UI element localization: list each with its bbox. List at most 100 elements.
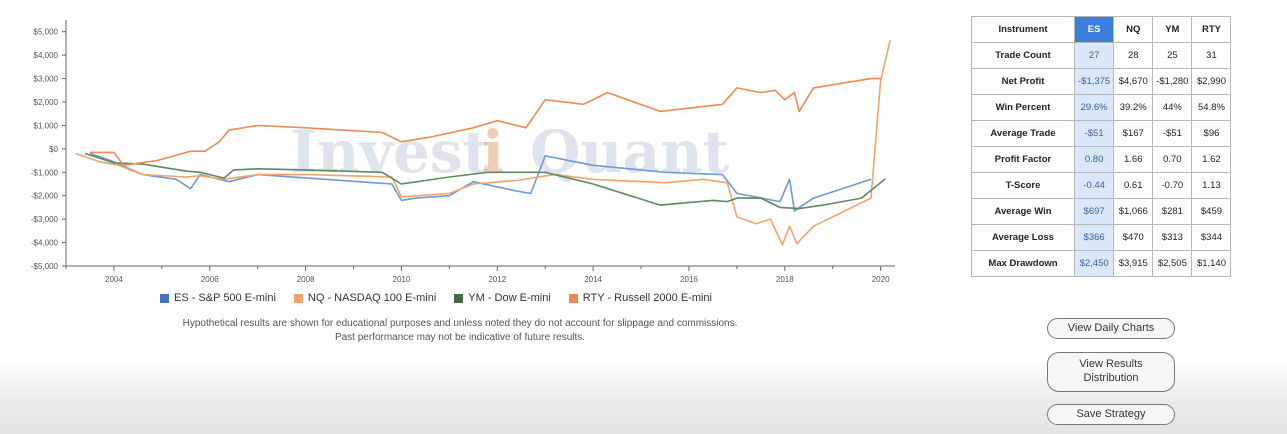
- row-label: T-Score: [971, 172, 1075, 199]
- legend-item-rty[interactable]: RTY - Russell 2000 E-mini: [568, 290, 712, 306]
- legend-label-es: ES - S&P 500 E-mini: [174, 292, 276, 304]
- results-distribution-label-2: Distribution: [1083, 372, 1139, 384]
- table-row: Win Percent 29.6% 39.2% 44% 54.8%: [971, 94, 1232, 121]
- table-cell: -0.44: [1073, 172, 1115, 199]
- table-cell: $470: [1113, 224, 1154, 251]
- y-tick-label: -$2,000: [31, 192, 59, 201]
- header-es[interactable]: ES: [1073, 16, 1115, 43]
- x-tick-label: 2008: [297, 275, 315, 284]
- table-cell: $697: [1073, 198, 1115, 225]
- row-label: Average Trade: [971, 120, 1075, 147]
- table-cell: 0.80: [1073, 146, 1115, 173]
- row-label: Net Profit: [971, 68, 1075, 95]
- table-cell: 54.8%: [1191, 94, 1232, 121]
- table-cell: $96: [1191, 120, 1232, 147]
- legend-swatch-ym: [454, 293, 464, 303]
- table-row: Profit Factor 0.80 1.66 0.70 1.62: [971, 146, 1232, 173]
- disclaimer: Hypothetical results are shown for educa…: [80, 317, 840, 345]
- table-row: Average Loss $366 $470 $313 $344: [971, 224, 1232, 251]
- legend-swatch-es: [160, 293, 169, 303]
- y-tick-label: $1,000: [34, 121, 59, 130]
- table-cell: $366: [1073, 224, 1115, 251]
- row-label: Average Loss: [971, 224, 1075, 251]
- legend-label-nq: NQ - NASDAQ 100 E-mini: [307, 292, 437, 304]
- table-cell: $344: [1191, 224, 1232, 251]
- table-cell: 0.70: [1152, 146, 1193, 173]
- x-tick-label: 2004: [105, 275, 123, 284]
- table-row: Trade Count 27 28 25 31: [971, 42, 1232, 69]
- chart-plot: Invest i Quant $5,000$4,000$3,000$2,000$…: [31, 20, 895, 284]
- x-tick-label: 2010: [393, 275, 411, 284]
- disclaimer-line-2: Past performance may not be indicative o…: [334, 332, 586, 343]
- table-row: Max Drawdown $2,450 $3,915 $2,505 $1,140: [971, 250, 1232, 277]
- watermark-text-q: i: [482, 118, 504, 186]
- table-cell: 39.2%: [1113, 94, 1154, 121]
- y-tick-label: -$5,000: [31, 262, 59, 271]
- table-cell: -$1,375: [1073, 68, 1115, 95]
- x-tick-label: 2018: [776, 275, 794, 284]
- y-tick-label: $5,000: [34, 28, 59, 37]
- table-cell: 28: [1113, 42, 1154, 69]
- legend-label-ym: YM - Dow E-mini: [468, 292, 551, 304]
- table-row: Average Trade -$51 $167 -$51 $96: [971, 120, 1232, 147]
- table-cell: -0.70: [1152, 172, 1193, 199]
- legend-swatch-rty: [568, 293, 578, 303]
- instrument-stats-table: Instrument ES NQ YM RTY Trade Count 27 28 2…: [971, 16, 1232, 277]
- header-instrument: Instrument: [971, 16, 1075, 43]
- table-row: Average Win $697 $1,066 $281 $459: [971, 198, 1232, 225]
- table-cell: $1,066: [1113, 198, 1154, 225]
- row-label: Max Drawdown: [971, 250, 1075, 277]
- x-tick-label: 2006: [201, 275, 219, 284]
- legend-swatch-nq: [293, 293, 303, 303]
- disclaimer-line-1: Hypothetical results are shown for educa…: [182, 318, 738, 329]
- header-rty[interactable]: RTY: [1191, 16, 1232, 43]
- chart-legend: ES - S&P 500 E-mini NQ - NASDAQ 100 E-mi…: [160, 290, 760, 306]
- row-label: Profit Factor: [971, 146, 1075, 173]
- table-cell: $281: [1152, 198, 1193, 225]
- x-tick-label: 2020: [872, 275, 890, 284]
- table-cell: $2,505: [1152, 250, 1193, 277]
- table-cell: 0.61: [1113, 172, 1154, 199]
- y-tick-label: $3,000: [34, 75, 59, 84]
- results-distribution-label-1: View Results: [1079, 358, 1143, 370]
- row-label: Average Win: [971, 198, 1075, 225]
- es-series-line: [89, 152, 872, 212]
- table-cell: 27: [1073, 42, 1115, 69]
- watermark-text-right: Quant: [530, 118, 729, 186]
- table-cell: 25: [1152, 42, 1193, 69]
- y-tick-label: -$1,000: [31, 168, 59, 177]
- table-cell: -$1,280: [1152, 68, 1193, 95]
- row-label: Trade Count: [971, 42, 1075, 69]
- header-nq[interactable]: NQ: [1113, 16, 1154, 43]
- row-label: Win Percent: [971, 94, 1075, 121]
- legend-item-ym[interactable]: YM - Dow E-mini: [454, 290, 551, 306]
- table-cell: 1.13: [1191, 172, 1232, 199]
- table-cell: -$51: [1073, 120, 1115, 147]
- table-cell: $1,140: [1191, 250, 1232, 277]
- table-cell: $313: [1152, 224, 1193, 251]
- view-daily-charts-button[interactable]: View Daily Charts: [1047, 318, 1175, 339]
- table-cell: $2,990: [1191, 68, 1232, 95]
- x-tick-label: 2012: [488, 275, 506, 284]
- legend-label-rty: RTY - Russell 2000 E-mini: [582, 292, 712, 304]
- ym-series-line: [84, 152, 886, 210]
- save-strategy-button[interactable]: Save Strategy: [1047, 404, 1175, 425]
- y-tick-label: $0: [49, 145, 58, 154]
- header-ym[interactable]: YM: [1152, 16, 1193, 43]
- x-tick-label: 2016: [680, 275, 698, 284]
- table-cell: $167: [1113, 120, 1154, 147]
- y-tick-label: $4,000: [34, 51, 59, 60]
- view-results-distribution-button[interactable]: View Results Distribution: [1047, 352, 1175, 392]
- table-cell: 29.6%: [1073, 94, 1115, 121]
- y-tick-label: -$4,000: [31, 239, 59, 248]
- table-header-row: Instrument ES NQ YM RTY: [971, 16, 1232, 43]
- table-cell: 31: [1191, 42, 1232, 69]
- table-row: T-Score -0.44 0.61 -0.70 1.13: [971, 172, 1232, 199]
- legend-item-nq[interactable]: NQ - NASDAQ 100 E-mini: [293, 290, 437, 306]
- y-tick-label: -$3,000: [31, 215, 59, 224]
- nq-series-line: [75, 39, 891, 246]
- rty-series-line: [90, 77, 881, 167]
- table-cell: $459: [1191, 198, 1232, 225]
- table-cell: 44%: [1152, 94, 1193, 121]
- legend-item-es[interactable]: ES - S&P 500 E-mini: [160, 290, 276, 306]
